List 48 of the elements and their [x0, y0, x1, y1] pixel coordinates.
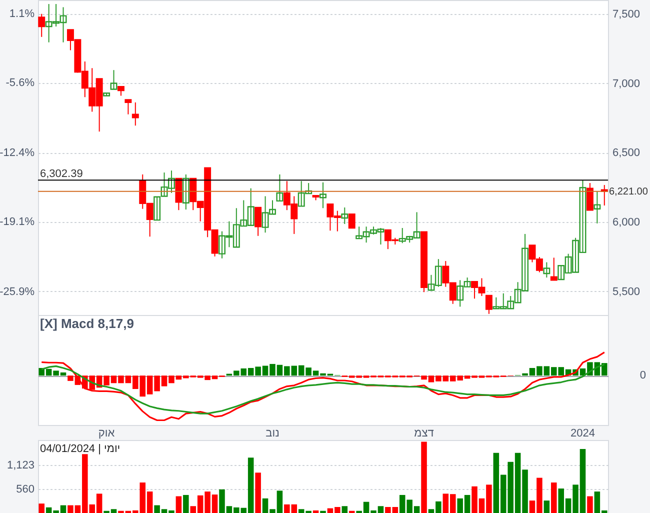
bar: [587, 496, 593, 513]
candlestick: [550, 257, 558, 281]
candlestick: [586, 182, 594, 211]
y-tick-label: 6,500: [612, 147, 640, 160]
candlestick: [276, 174, 284, 202]
y2-tick-label: -25.9%: [0, 286, 35, 298]
x-tick-label: נוב: [266, 428, 280, 440]
candlestick: [485, 294, 492, 314]
bar: [421, 442, 427, 513]
bar: [551, 482, 557, 513]
y-tick-label: 7,000: [612, 78, 640, 90]
candlestick: [117, 86, 124, 96]
ref-line-label: 6,302.39: [40, 168, 83, 180]
candlestick: [175, 178, 182, 211]
candlestick: [38, 13, 46, 38]
x-tick-label: אוק: [98, 428, 115, 440]
bar: [342, 506, 348, 513]
y-tick-label: 560: [16, 483, 34, 496]
annotation: יומי | 04/01/2024: [40, 443, 120, 455]
candlestick: [254, 206, 262, 236]
candlestick: [341, 206, 348, 224]
y-tick-label: 1,123: [6, 459, 34, 472]
candlestick: [320, 182, 326, 209]
bar: [312, 510, 319, 513]
candlestick: [348, 214, 356, 229]
bar: [38, 504, 44, 513]
y-tick-label: 6,000: [612, 216, 640, 229]
chart-title: [X] Macd 8,17,9: [40, 316, 134, 331]
candlestick: [182, 174, 190, 210]
y-tick-label: 5,500: [612, 286, 640, 298]
candlestick: [594, 191, 601, 224]
bar: [176, 496, 182, 513]
y2-tick-label: 1.1%: [9, 8, 35, 20]
candlestick: [124, 99, 132, 115]
candlestick: [543, 262, 550, 278]
bar: [255, 472, 261, 513]
text: 0: [640, 370, 646, 382]
y2-tick-label: -5.6%: [6, 76, 35, 89]
y2-tick-label: -19.1%: [0, 216, 35, 228]
candlestick: [110, 70, 118, 90]
x-tick-label: 2024: [570, 428, 595, 440]
ref-line-label: 6,221.00: [609, 186, 648, 198]
x-tick-label: דצמ: [414, 428, 434, 440]
bar: [544, 500, 550, 513]
bar: [183, 494, 189, 513]
y-tick-label: 7,500: [612, 8, 640, 20]
y2-tick-label: -12.4%: [0, 146, 35, 159]
candlestick: [132, 102, 139, 126]
